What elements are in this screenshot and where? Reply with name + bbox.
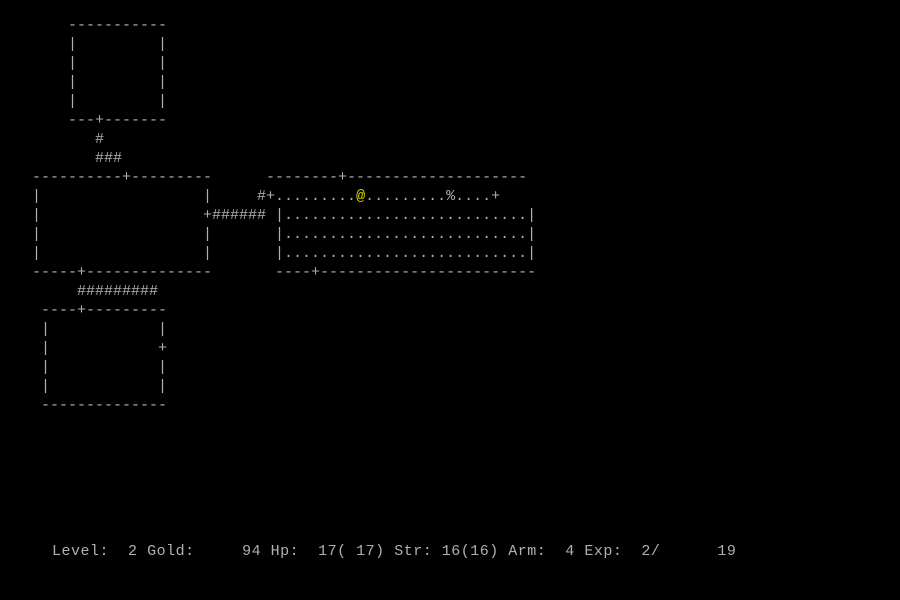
map-row: | | bbox=[14, 73, 900, 92]
wall-glyph: ----------+--------- --------+----------… bbox=[14, 169, 527, 186]
floor-glyph: .........%....+ bbox=[365, 188, 500, 205]
exp-label: Exp: bbox=[584, 543, 622, 560]
map-row: | +###### |...........................| bbox=[14, 206, 900, 225]
map-row: | | bbox=[14, 92, 900, 111]
map-row: | | bbox=[14, 35, 900, 54]
map-row: | | bbox=[14, 377, 900, 396]
wall-glyph: | | bbox=[14, 359, 167, 376]
wall-glyph: ---+------- bbox=[14, 112, 167, 129]
map-row: ---+------- bbox=[14, 111, 900, 130]
wall-glyph: ----------- bbox=[14, 17, 167, 34]
exp-xp: 19 bbox=[717, 543, 736, 560]
arm-label: Arm: bbox=[508, 543, 546, 560]
map-row: | | bbox=[14, 358, 900, 377]
map-row: | | |...........................| bbox=[14, 225, 900, 244]
wall-glyph: -------------- bbox=[14, 397, 167, 414]
level-label: Level: bbox=[52, 543, 109, 560]
map-row: ######### bbox=[14, 282, 900, 301]
status-bar: Level: 2 Gold: 94 Hp: 17( 17) Str: 16(16… bbox=[14, 523, 736, 580]
wall-glyph: -----+-------------- ----+--------------… bbox=[14, 264, 536, 281]
map-row: ----+--------- bbox=[14, 301, 900, 320]
map-row: | + bbox=[14, 339, 900, 358]
hp-label: Hp: bbox=[271, 543, 300, 560]
gold-value: 94 bbox=[242, 543, 261, 560]
arm-value: 4 bbox=[565, 543, 575, 560]
exp-value: 2/ bbox=[641, 543, 660, 560]
corridor-glyph: # bbox=[14, 131, 104, 148]
wall-glyph: | | bbox=[14, 378, 167, 395]
str-value: 16(16) bbox=[442, 543, 499, 560]
wall-glyph: | + bbox=[14, 340, 167, 357]
wall-glyph: | | bbox=[14, 321, 167, 338]
wall-glyph: | | |...........................| bbox=[14, 245, 536, 262]
wall-glyph: ----+--------- bbox=[14, 302, 167, 319]
wall-glyph: | | bbox=[14, 36, 167, 53]
map-row: | | |...........................| bbox=[14, 244, 900, 263]
corridor-glyph: ### bbox=[14, 150, 122, 167]
map-row: | | #+.........@.........%....+ bbox=[14, 187, 900, 206]
map-row: ### bbox=[14, 149, 900, 168]
hp-value: 17( 17) bbox=[318, 543, 385, 560]
str-label: Str: bbox=[394, 543, 432, 560]
map-row: -----+-------------- ----+--------------… bbox=[14, 263, 900, 282]
map-row: # bbox=[14, 130, 900, 149]
wall-glyph: | | bbox=[14, 74, 167, 91]
game-screen[interactable]: ----------- | | | | | | | | ---+------- … bbox=[0, 0, 900, 600]
map-row: ----------+--------- --------+----------… bbox=[14, 168, 900, 187]
wall-glyph: | | bbox=[14, 93, 167, 110]
level-value: 2 bbox=[128, 543, 138, 560]
map-row: -------------- bbox=[14, 396, 900, 415]
wall-glyph: | | #+......... bbox=[14, 188, 356, 205]
wall-glyph: | | |...........................| bbox=[14, 226, 536, 243]
gold-label: Gold: bbox=[147, 543, 195, 560]
wall-glyph: | +###### |...........................| bbox=[14, 207, 536, 224]
map-row: | | bbox=[14, 54, 900, 73]
player-glyph: @ bbox=[356, 188, 365, 205]
wall-glyph: | | bbox=[14, 55, 167, 72]
corridor-glyph: ######### bbox=[14, 283, 158, 300]
map-row: ----------- bbox=[14, 16, 900, 35]
map-row: | | bbox=[14, 320, 900, 339]
